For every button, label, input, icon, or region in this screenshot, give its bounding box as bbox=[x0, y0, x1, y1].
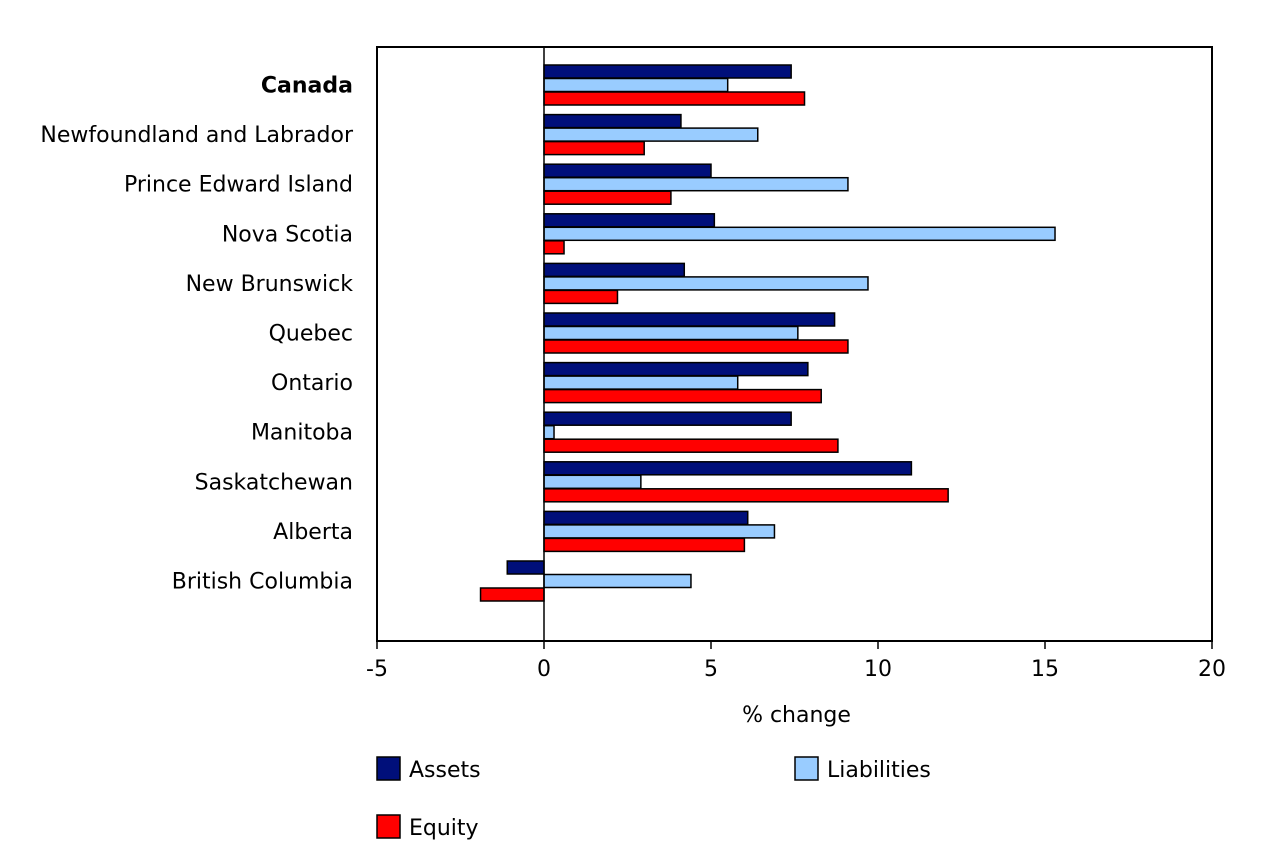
bar-liabilities-canada bbox=[543, 77, 729, 93]
category-label: Nova Scotia bbox=[222, 222, 353, 247]
bar-assets-alberta bbox=[543, 510, 749, 526]
bar-liabilities-manitoba bbox=[543, 424, 555, 440]
bar-equity-nova-scotia bbox=[543, 240, 565, 255]
bar-assets-manitoba bbox=[543, 411, 792, 426]
bar-liabilities-quebec bbox=[543, 325, 799, 341]
bar-liabilities-newfoundland-and-labrador bbox=[543, 127, 759, 142]
legend-label-assets: Assets bbox=[409, 758, 481, 783]
bar-assets-newfoundland-and-labrador bbox=[543, 113, 682, 129]
x-axis: -5 0 5 10 15 20 bbox=[366, 641, 1226, 682]
bar-assets-ontario bbox=[543, 361, 809, 377]
bar-equity-british-columbia bbox=[479, 587, 545, 602]
bar-assets-new-brunswick bbox=[543, 262, 686, 278]
bar-liabilities-prince-edward-island bbox=[543, 176, 849, 192]
x-tick-label: 20 bbox=[1198, 657, 1226, 682]
bar-equity-quebec bbox=[543, 339, 849, 354]
x-tick-label: 10 bbox=[864, 657, 892, 682]
x-tick-label: 15 bbox=[1031, 657, 1059, 682]
bar-liabilities-nova-scotia bbox=[543, 226, 1056, 242]
bar-equity-newfoundland-and-labrador bbox=[543, 140, 645, 156]
legend-swatch-equity bbox=[376, 814, 401, 839]
plot-frame bbox=[376, 46, 1213, 642]
bar-equity-saskatchewan bbox=[543, 488, 949, 503]
bar-equity-manitoba bbox=[543, 438, 839, 453]
bar-liabilities-new-brunswick bbox=[543, 276, 869, 291]
category-label: Manitoba bbox=[251, 421, 353, 446]
bar-equity-prince-edward-island bbox=[543, 190, 672, 205]
bar-liabilities-saskatchewan bbox=[543, 474, 642, 490]
bar-equity-canada bbox=[543, 91, 806, 106]
category-label: Prince Edward Island bbox=[124, 173, 353, 198]
category-label: Newfoundland and Labrador bbox=[40, 123, 354, 148]
category-label: Alberta bbox=[273, 520, 353, 545]
bar-equity-ontario bbox=[543, 388, 822, 404]
x-tick-label: -5 bbox=[366, 657, 388, 682]
bar-assets-british-columbia bbox=[506, 560, 545, 575]
bar-liabilities-ontario bbox=[543, 375, 739, 390]
bar-assets-prince-edward-island bbox=[543, 163, 712, 178]
y-axis: Canada Newfoundland and Labrador Prince Ed… bbox=[40, 74, 354, 595]
legend-swatch-liabilities bbox=[794, 756, 819, 781]
category-label: British Columbia bbox=[172, 570, 353, 595]
bar-assets-quebec bbox=[543, 312, 836, 327]
category-label: Canada bbox=[261, 74, 353, 99]
category-label: Quebec bbox=[269, 322, 353, 347]
legend-label-liabilities: Liabilities bbox=[827, 758, 931, 783]
bars-group bbox=[479, 64, 1056, 602]
bar-liabilities-british-columbia bbox=[543, 573, 692, 589]
bar-assets-nova-scotia bbox=[543, 213, 716, 228]
legend-label-equity: Equity bbox=[409, 816, 479, 841]
category-label: Ontario bbox=[271, 371, 353, 396]
legend-swatch-assets bbox=[376, 756, 401, 781]
category-label: New Brunswick bbox=[186, 272, 354, 297]
legend: Assets Liabilities Equity bbox=[376, 756, 931, 841]
x-tick-label: 0 bbox=[537, 657, 551, 682]
bar-liabilities-alberta bbox=[543, 524, 776, 539]
category-label: Saskatchewan bbox=[195, 470, 353, 495]
x-tick-label: 5 bbox=[704, 657, 718, 682]
bar-assets-saskatchewan bbox=[543, 461, 913, 476]
bar-equity-new-brunswick bbox=[543, 289, 619, 305]
x-axis-title: % change bbox=[742, 703, 851, 728]
bar-assets-canada bbox=[543, 64, 792, 79]
bar-equity-alberta bbox=[543, 537, 746, 553]
